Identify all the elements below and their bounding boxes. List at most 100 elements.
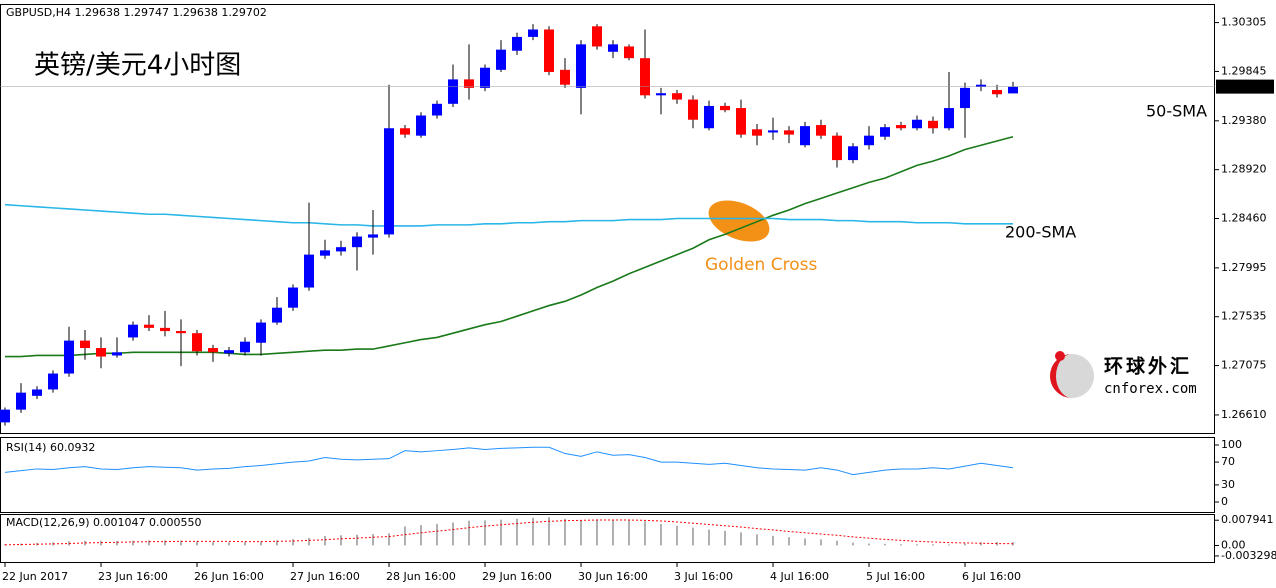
candle-body (992, 90, 1002, 95)
candle-body (80, 340, 90, 349)
macd-bar (532, 517, 534, 546)
y-tick-label: 30 (1221, 478, 1235, 491)
macd-bar (868, 543, 870, 546)
macd-bar (196, 541, 198, 546)
macd-bar (324, 535, 326, 546)
y-tick-label: 0.00 (1221, 538, 1246, 551)
last-price-tag (1216, 79, 1274, 94)
macd-bar (740, 532, 742, 546)
macd-bar (228, 542, 230, 546)
candle-body (976, 84, 986, 87)
y-tick-label: 1.28920 (1221, 163, 1267, 176)
candle-body (576, 44, 586, 88)
y-tick-label: 1.29380 (1221, 114, 1267, 127)
candle-body (672, 93, 682, 100)
candle-body (96, 348, 106, 357)
y-tick-label: 1.27995 (1221, 261, 1267, 274)
candle-body (544, 29, 554, 72)
candle-body (256, 322, 266, 343)
x-tick-label: 26 Jun 16:00 (194, 570, 264, 583)
series-label: 50-SMA (1146, 102, 1207, 121)
signal-line (4, 519, 1014, 546)
x-tick-label: 30 Jun 16:00 (578, 570, 648, 583)
candle-body (480, 67, 490, 88)
x-tick-label: 5 Jul 16:00 (866, 570, 925, 583)
watermark-site: cnforex.com (1104, 381, 1197, 397)
macd-bar (292, 539, 294, 546)
candle-body (336, 247, 346, 252)
candle-body (496, 49, 506, 70)
candle-body (288, 287, 298, 308)
candle-body (784, 130, 794, 135)
y-tick-label: 0.007941 (1221, 513, 1274, 526)
macd-bar (404, 526, 406, 546)
candle-body (240, 341, 250, 353)
sma-line (4, 203, 1013, 227)
candle-body (208, 348, 218, 353)
macd-bar (580, 520, 582, 546)
y-tick-label: 70 (1221, 455, 1235, 468)
candle-body (0, 409, 10, 423)
candle-body (848, 146, 858, 161)
macd-panel (0, 514, 1215, 563)
last-price-label: 1.29702 (1221, 80, 1267, 93)
macd-bar (820, 539, 822, 546)
rsi-title: RSI(14) 60.0932 (6, 441, 95, 454)
macd-bar (612, 520, 614, 546)
candle-body (704, 105, 714, 129)
macd-bar (980, 542, 982, 546)
candle-body (880, 127, 890, 137)
chart-subtitle: 英镑/美元4小时图 (34, 51, 241, 81)
candle-body (640, 58, 650, 96)
candle-body (912, 119, 922, 129)
macd-bar (164, 540, 166, 546)
golden-cross-marker (708, 200, 770, 242)
x-tick-label: 3 Jul 16:00 (674, 570, 733, 583)
macd-bar (596, 519, 598, 546)
macd-bar (772, 535, 774, 546)
candle-body (512, 36, 522, 51)
macd-bar (628, 520, 630, 546)
series-label: 200-SMA (1005, 223, 1076, 242)
candle-body (400, 128, 410, 135)
macd-bar (372, 534, 374, 546)
macd-bar (180, 540, 182, 546)
rsi-line (4, 446, 1014, 476)
x-tick-label: 22 Jun 2017 (2, 570, 68, 583)
macd-bar (340, 535, 342, 546)
y-tick-label: 1.27075 (1221, 359, 1267, 372)
candle-body (768, 130, 778, 133)
candle-body (128, 324, 138, 338)
macd-bar (964, 543, 966, 546)
macd-bar (308, 537, 310, 546)
x-tick-label: 6 Jul 16:00 (962, 570, 1021, 583)
candle-body (592, 26, 602, 47)
macd-bar (660, 523, 662, 546)
candle-body (64, 340, 74, 374)
candle-body (272, 307, 282, 323)
y-tick-label: 0 (1221, 495, 1228, 508)
macd-bar (804, 538, 806, 546)
macd-bar (244, 541, 246, 546)
macd-bar (852, 542, 854, 546)
macd-bar (484, 520, 486, 546)
y-tick-label: 1.26610 (1221, 408, 1267, 421)
macd-bar (692, 527, 694, 546)
candle-body (144, 324, 154, 328)
macd-bar (548, 517, 550, 546)
sma-line (5, 135, 1014, 358)
macd-bar (212, 541, 214, 546)
macd-bar (452, 522, 454, 546)
candle-body (896, 125, 906, 129)
rsi-panel (0, 437, 1215, 513)
macd-bar (356, 534, 358, 546)
y-tick-label: 1.29845 (1221, 64, 1267, 77)
candle-body (32, 389, 42, 396)
candle-body (864, 135, 874, 146)
candle-body (624, 46, 634, 59)
candle-body (448, 79, 458, 104)
macd-bar (116, 541, 118, 546)
x-tick-label: 27 Jun 16:00 (290, 570, 360, 583)
watermark-name: 环球外汇 (1104, 355, 1192, 378)
candle-body (176, 331, 186, 334)
